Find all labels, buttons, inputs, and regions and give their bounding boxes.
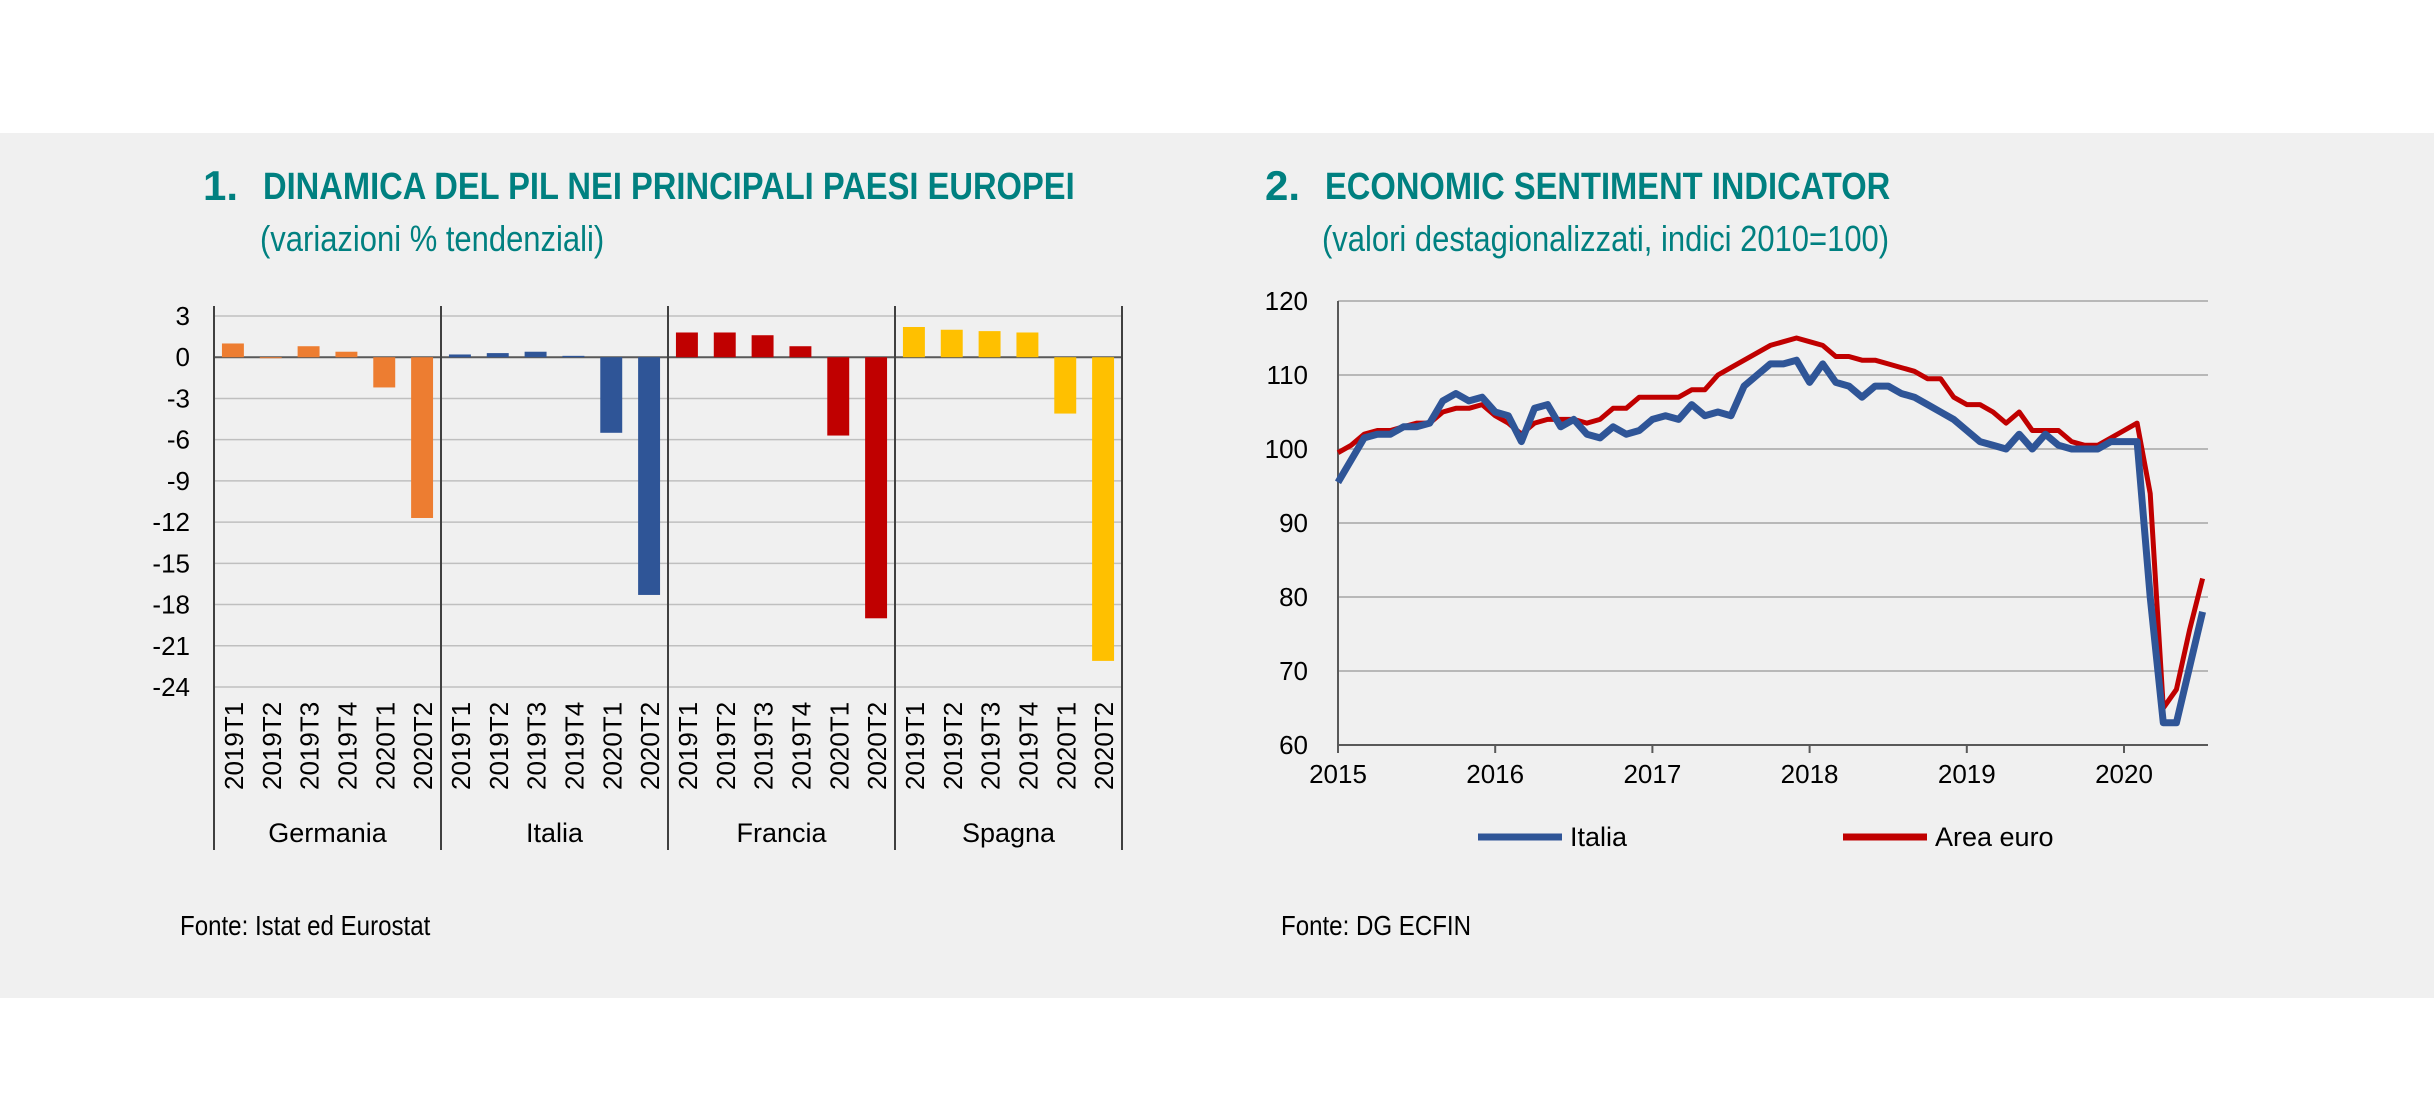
bar [448,354,471,358]
chart1-source: Fonte: Istat ed Eurostat [180,910,431,941]
x-tick-label: 2020T2 [862,702,892,790]
x-tick-label: 2019T2 [938,702,968,790]
legend-label: Area euro [1935,822,2054,852]
y-tick-label: 120 [1265,286,1308,316]
x-tick-label: 2017 [1623,759,1681,789]
y-tick-label: 110 [1267,360,1308,390]
x-tick-label: 2020T1 [370,702,400,790]
y-tick-label: -6 [167,425,190,455]
y-tick-label: 90 [1279,508,1308,538]
bar [902,326,925,358]
bar [865,357,888,619]
series-line [1336,335,2206,711]
bar [221,343,244,358]
x-tick-label: 2020T2 [1089,702,1119,790]
x-tick-label: 2020T2 [635,702,665,790]
bar [1054,357,1077,414]
x-tick-label: 2019T1 [446,702,476,790]
x-tick-label: 2016 [1466,759,1524,789]
y-tick-label: 80 [1279,582,1308,612]
bar [373,357,396,388]
bar [1092,357,1115,661]
group-label: Spagna [962,818,1056,848]
x-tick-label: 2019T4 [559,702,589,790]
y-tick-label: -21 [152,631,190,661]
y-tick-label: -18 [152,590,190,620]
x-tick-label: 2015 [1309,759,1367,789]
bar [1016,332,1039,358]
chart2-subtitle: (valori destagionalizzati, indici 2010=1… [1322,218,1890,259]
bar [259,357,282,359]
bar [600,357,623,433]
bar [751,335,774,358]
chart2-number: 2. [1265,162,1301,209]
bar [486,353,509,358]
bar [789,346,812,358]
y-tick-label: -24 [152,672,190,702]
x-tick-label: 2019T2 [257,702,287,790]
chart1-title: DINAMICA DEL PIL NEI PRINCIPALI PAESI EU… [263,166,1075,208]
figure-background [0,133,2434,998]
chart1-subtitle: (variazioni % tendenziali) [260,218,605,259]
x-tick-label: 2018 [1781,759,1839,789]
y-tick-label: -3 [167,383,190,413]
x-tick-label: 2019T1 [900,702,930,790]
bar [562,355,585,358]
chart2-source: Fonte: DG ECFIN [1281,910,1472,941]
x-tick-label: 2019T2 [711,702,741,790]
x-tick-label: 2019T1 [219,702,249,790]
bar [713,332,736,358]
x-tick-label: 2020T1 [597,702,627,790]
bar [411,357,434,518]
x-tick-label: 2019T3 [522,702,552,790]
x-tick-label: 2019T2 [484,702,514,790]
group-label: Germania [268,818,388,848]
y-tick-label: 0 [176,342,190,372]
bar [940,329,963,358]
bar [827,357,850,436]
bar [978,331,1001,358]
y-tick-label: -12 [152,507,190,537]
x-tick-label: 2020T2 [408,702,438,790]
bar [524,351,547,358]
x-tick-label: 2019T4 [786,702,816,790]
bar [335,351,358,358]
x-tick-label: 2019T4 [332,702,362,790]
x-tick-label: 2019T4 [1013,702,1043,790]
x-tick-label: 2020T1 [1051,702,1081,790]
x-tick-label: 2020T1 [824,702,854,790]
y-tick-label: -15 [152,548,190,578]
x-tick-label: 2019T1 [673,702,703,790]
group-label: Francia [736,818,827,848]
x-tick-label: 2019T3 [295,702,325,790]
bar [297,346,320,358]
chart2-title: ECONOMIC SENTIMENT INDICATOR [1325,166,1891,208]
chart1-number: 1. [203,162,239,209]
x-tick-label: 2019 [1938,759,1996,789]
y-tick-label: 70 [1279,656,1308,686]
y-tick-label: 3 [176,301,190,331]
y-tick-label: -9 [167,466,190,496]
x-tick-label: 2019T3 [976,702,1006,790]
series-line [1334,356,2207,727]
legend-label: Italia [1570,822,1628,852]
bar [675,332,698,358]
y-tick-label: 100 [1265,434,1308,464]
bar [638,357,661,595]
x-tick-label: 2019T3 [749,702,779,790]
group-label: Italia [526,818,584,848]
x-tick-label: 2020 [2095,759,2153,789]
y-tick-label: 60 [1279,730,1308,760]
